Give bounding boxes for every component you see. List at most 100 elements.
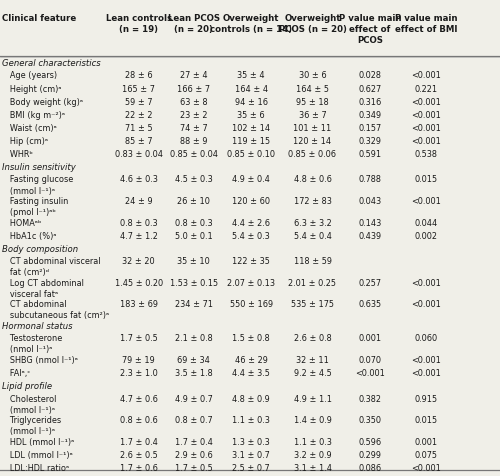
Text: 0.439: 0.439: [358, 232, 382, 241]
Text: 0.788: 0.788: [358, 176, 382, 184]
Text: 59 ± 7: 59 ± 7: [125, 98, 152, 107]
Text: Hormonal status: Hormonal status: [2, 322, 72, 331]
Text: 0.83 ± 0.04: 0.83 ± 0.04: [115, 150, 163, 159]
Text: 234 ± 71: 234 ± 71: [175, 300, 213, 309]
Text: Clinical feature: Clinical feature: [2, 14, 76, 23]
Text: 74 ± 7: 74 ± 7: [180, 124, 208, 133]
Text: 0.8 ± 0.7: 0.8 ± 0.7: [175, 416, 212, 425]
Text: 0.221: 0.221: [414, 85, 438, 93]
Text: <0.001: <0.001: [412, 464, 441, 473]
Text: 32 ± 11: 32 ± 11: [296, 356, 329, 365]
Text: LDL (mmol l⁻¹)ᵃ: LDL (mmol l⁻¹)ᵃ: [2, 451, 73, 460]
Text: 0.015: 0.015: [414, 416, 438, 425]
Text: 3.2 ± 0.9: 3.2 ± 0.9: [294, 451, 332, 460]
Text: 32 ± 20: 32 ± 20: [122, 257, 155, 266]
Text: 535 ± 175: 535 ± 175: [291, 300, 334, 309]
Text: 4.4 ± 2.6: 4.4 ± 2.6: [232, 218, 270, 228]
Text: 1.3 ± 0.3: 1.3 ± 0.3: [232, 438, 270, 446]
Text: 1.1 ± 0.3: 1.1 ± 0.3: [294, 438, 332, 446]
Text: WHRᵇ: WHRᵇ: [2, 150, 33, 159]
Text: 4.9 ± 0.4: 4.9 ± 0.4: [232, 176, 270, 184]
Text: HOMAᵃᵇ: HOMAᵃᵇ: [2, 218, 42, 228]
Text: 0.028: 0.028: [358, 71, 382, 80]
Text: 0.316: 0.316: [358, 98, 382, 107]
Text: 1.53 ± 0.15: 1.53 ± 0.15: [170, 279, 218, 288]
Text: 2.6 ± 0.5: 2.6 ± 0.5: [120, 451, 158, 460]
Text: General characteristics: General characteristics: [2, 59, 100, 68]
Text: 4.9 ± 0.7: 4.9 ± 0.7: [175, 395, 212, 404]
Text: 2.9 ± 0.6: 2.9 ± 0.6: [175, 451, 212, 460]
Text: 23 ± 2: 23 ± 2: [180, 111, 208, 119]
Text: 0.257: 0.257: [358, 279, 382, 288]
Text: 0.915: 0.915: [414, 395, 438, 404]
Text: <0.001: <0.001: [412, 111, 441, 119]
Text: 1.7 ± 0.5: 1.7 ± 0.5: [175, 464, 212, 473]
Text: 4.9 ± 1.1: 4.9 ± 1.1: [294, 395, 332, 404]
Text: <0.001: <0.001: [412, 124, 441, 133]
Text: <0.001: <0.001: [412, 137, 441, 146]
Text: HDL (mmol l⁻¹)ᵃ: HDL (mmol l⁻¹)ᵃ: [2, 438, 74, 446]
Text: 6.3 ± 3.2: 6.3 ± 3.2: [294, 218, 332, 228]
Text: 1.45 ± 0.20: 1.45 ± 0.20: [114, 279, 163, 288]
Text: 2.07 ± 0.13: 2.07 ± 0.13: [227, 279, 275, 288]
Text: 28 ± 6: 28 ± 6: [125, 71, 152, 80]
Text: 0.086: 0.086: [358, 464, 382, 473]
Text: 0.350: 0.350: [358, 416, 382, 425]
Text: FAIᵃ,ᶜ: FAIᵃ,ᶜ: [2, 369, 30, 378]
Text: 95 ± 18: 95 ± 18: [296, 98, 329, 107]
Text: 1.7 ± 0.4: 1.7 ± 0.4: [120, 438, 158, 446]
Text: 0.143: 0.143: [358, 218, 382, 228]
Text: 9.2 ± 4.5: 9.2 ± 4.5: [294, 369, 332, 378]
Text: 88 ± 9: 88 ± 9: [180, 137, 208, 146]
Text: 0.002: 0.002: [414, 232, 438, 241]
Text: 164 ± 5: 164 ± 5: [296, 85, 329, 93]
Text: 0.001: 0.001: [414, 438, 438, 446]
Text: 0.8 ± 0.6: 0.8 ± 0.6: [120, 416, 158, 425]
Text: Height (cm)ᵃ: Height (cm)ᵃ: [2, 85, 62, 93]
Text: <0.001: <0.001: [412, 279, 441, 288]
Text: 4.6 ± 0.3: 4.6 ± 0.3: [120, 176, 158, 184]
Text: 0.015: 0.015: [414, 176, 438, 184]
Text: BMI (kg m⁻²)ᵃ: BMI (kg m⁻²)ᵃ: [2, 111, 65, 119]
Text: 35 ± 10: 35 ± 10: [178, 257, 210, 266]
Text: 166 ± 7: 166 ± 7: [177, 85, 210, 93]
Text: Lean PCOS
(n = 20): Lean PCOS (n = 20): [168, 14, 220, 34]
Text: Waist (cm)ᵃ: Waist (cm)ᵃ: [2, 124, 57, 133]
Text: 0.85 ± 0.10: 0.85 ± 0.10: [227, 150, 275, 159]
Text: <0.001: <0.001: [412, 300, 441, 309]
Text: 2.3 ± 1.0: 2.3 ± 1.0: [120, 369, 158, 378]
Text: 120 ± 60: 120 ± 60: [232, 197, 270, 206]
Text: <0.001: <0.001: [412, 369, 441, 378]
Text: 24 ± 9: 24 ± 9: [125, 197, 152, 206]
Text: 22 ± 2: 22 ± 2: [125, 111, 152, 119]
Text: 0.596: 0.596: [358, 438, 382, 446]
Text: P value main
effect of BMI: P value main effect of BMI: [395, 14, 458, 34]
Text: LDL:HDL ratioᵃ: LDL:HDL ratioᵃ: [2, 464, 69, 473]
Text: 36 ± 7: 36 ± 7: [298, 111, 326, 119]
Text: 122 ± 35: 122 ± 35: [232, 257, 270, 266]
Text: 0.157: 0.157: [358, 124, 382, 133]
Text: 0.001: 0.001: [358, 334, 382, 343]
Text: 46 ± 29: 46 ± 29: [235, 356, 268, 365]
Text: Fasting glucose
   (mmol l⁻¹)ᵃ: Fasting glucose (mmol l⁻¹)ᵃ: [2, 176, 73, 196]
Text: 3.5 ± 1.8: 3.5 ± 1.8: [175, 369, 212, 378]
Text: 4.7 ± 0.6: 4.7 ± 0.6: [120, 395, 158, 404]
Text: Lean controls
(n = 19): Lean controls (n = 19): [106, 14, 172, 34]
Text: 1.4 ± 0.9: 1.4 ± 0.9: [294, 416, 332, 425]
Text: Overweight
PCOS (n = 20): Overweight PCOS (n = 20): [278, 14, 346, 34]
Text: 0.299: 0.299: [358, 451, 382, 460]
Text: 119 ± 15: 119 ± 15: [232, 137, 270, 146]
Text: <0.001: <0.001: [412, 71, 441, 80]
Text: 94 ± 16: 94 ± 16: [235, 98, 268, 107]
Text: 1.7 ± 0.6: 1.7 ± 0.6: [120, 464, 158, 473]
Text: CT abdominal visceral
   fat (cm²)ᵈ: CT abdominal visceral fat (cm²)ᵈ: [2, 257, 100, 278]
Text: Cholesterol
   (mmol l⁻¹)ᵃ: Cholesterol (mmol l⁻¹)ᵃ: [2, 395, 56, 415]
Text: <0.001: <0.001: [412, 356, 441, 365]
Text: Fasting insulin
   (pmol l⁻¹)ᵃᵇ: Fasting insulin (pmol l⁻¹)ᵃᵇ: [2, 197, 68, 217]
Text: 63 ± 8: 63 ± 8: [180, 98, 208, 107]
Text: 164 ± 4: 164 ± 4: [234, 85, 268, 93]
Text: 5.4 ± 0.4: 5.4 ± 0.4: [294, 232, 332, 241]
Text: 85 ± 7: 85 ± 7: [125, 137, 152, 146]
Text: 102 ± 14: 102 ± 14: [232, 124, 270, 133]
Text: 69 ± 34: 69 ± 34: [178, 356, 210, 365]
